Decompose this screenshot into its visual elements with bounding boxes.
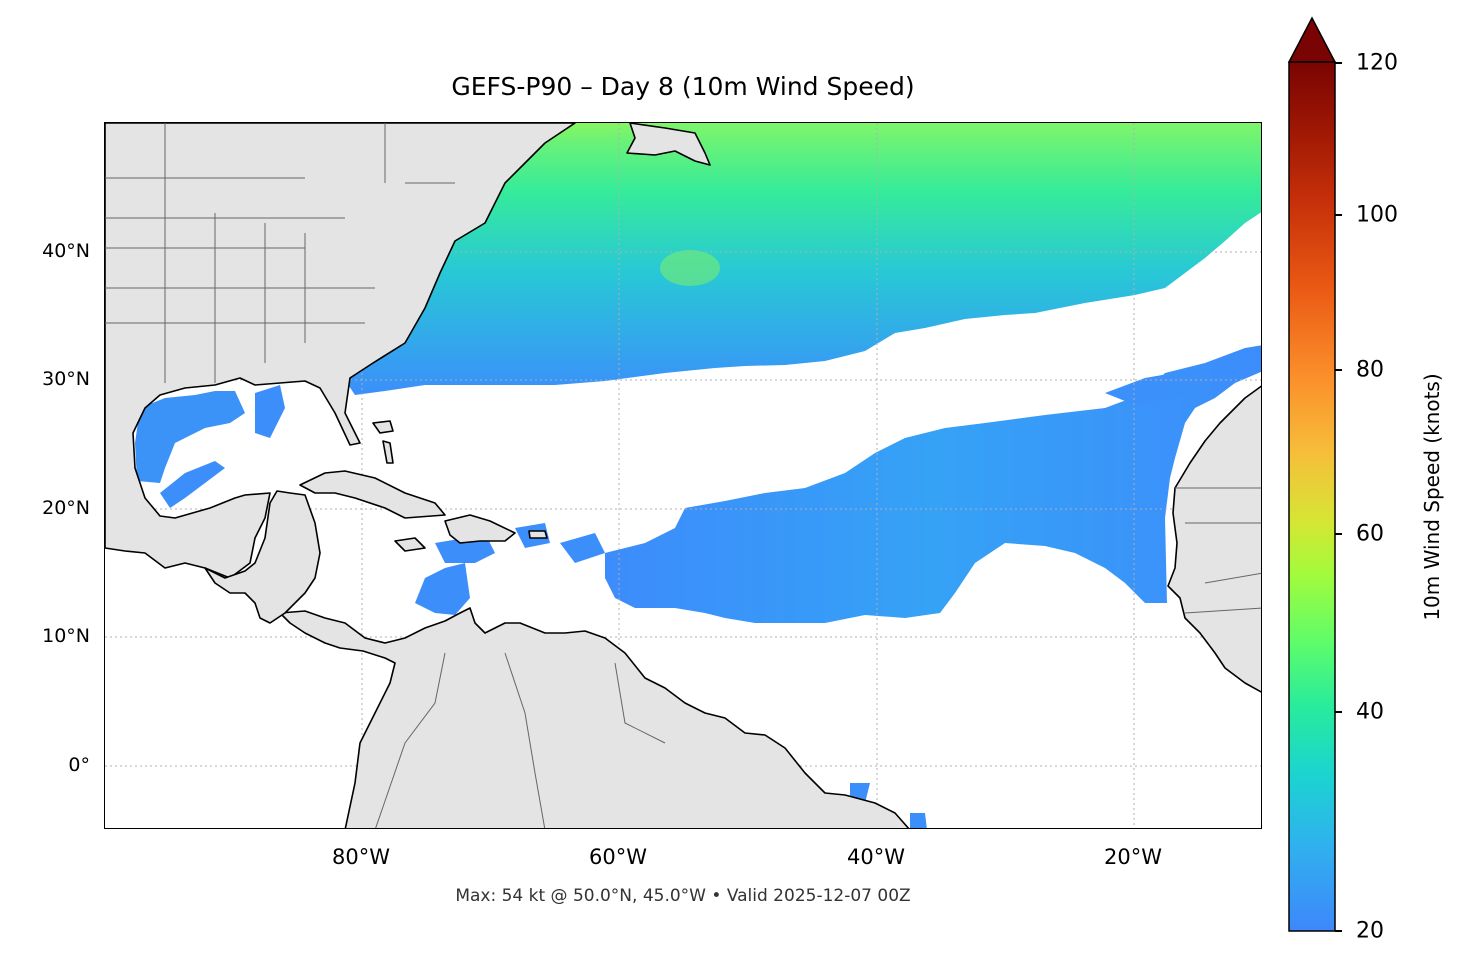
caribbean-wind-patches	[415, 523, 927, 828]
y-tick-label: 40°N	[42, 240, 90, 262]
y-tick-label: 20°N	[42, 497, 90, 519]
x-tick-label: 80°W	[332, 845, 390, 869]
bahamas	[372, 420, 394, 434]
colorbar-label: 10m Wind Speed (knots)	[1420, 373, 1444, 621]
colorbar-tick-label: 20	[1356, 918, 1384, 944]
y-tick-label: 30°N	[42, 368, 90, 390]
colorbar-tick-label: 100	[1356, 202, 1398, 228]
central-america	[204, 490, 321, 624]
colorbar-tick-mark	[1335, 711, 1342, 713]
y-tick-label: 10°N	[42, 625, 90, 647]
north-america	[105, 123, 576, 579]
south-america	[279, 607, 910, 828]
hispaniola	[444, 514, 516, 544]
land	[105, 123, 1261, 828]
colorbar-tick-label: 40	[1356, 699, 1384, 725]
jamaica	[394, 537, 426, 552]
newfoundland	[626, 123, 711, 166]
x-tick-label: 20°W	[1104, 845, 1162, 869]
colorbar-tick-label: 80	[1356, 357, 1384, 383]
colorbar-tick-label: 120	[1356, 50, 1398, 76]
map-title: GEFS-P90 – Day 8 (10m Wind Speed)	[451, 72, 915, 101]
colorbar-tick-mark	[1335, 62, 1342, 64]
tropical-atlantic-wind-band	[605, 345, 1261, 623]
wind-speed-map	[105, 123, 1261, 828]
max-and-valid-time-caption: Max: 54 kt @ 50.0°N, 45.0°W • Valid 2025…	[455, 886, 911, 906]
west-africa	[1167, 385, 1261, 693]
gulf-wind-patches	[135, 385, 285, 508]
graticule	[105, 123, 1261, 828]
x-tick-label: 60°W	[589, 845, 647, 869]
colorbar-tick-mark	[1335, 533, 1342, 535]
colorbar-tick-mark	[1335, 214, 1342, 216]
extend-max-arrow-icon	[1287, 16, 1337, 63]
colorbar-tick-mark	[1335, 930, 1342, 932]
cuba	[299, 470, 446, 519]
map-panel	[104, 122, 1262, 829]
colorbar-tick-mark	[1335, 369, 1342, 371]
y-tick-label: 0°	[68, 754, 90, 776]
colorbar-gradient	[1287, 16, 1337, 932]
colorbar-tick-label: 60	[1356, 521, 1384, 547]
x-tick-label: 40°W	[847, 845, 905, 869]
puerto-rico	[528, 530, 548, 539]
borders	[105, 123, 1261, 828]
